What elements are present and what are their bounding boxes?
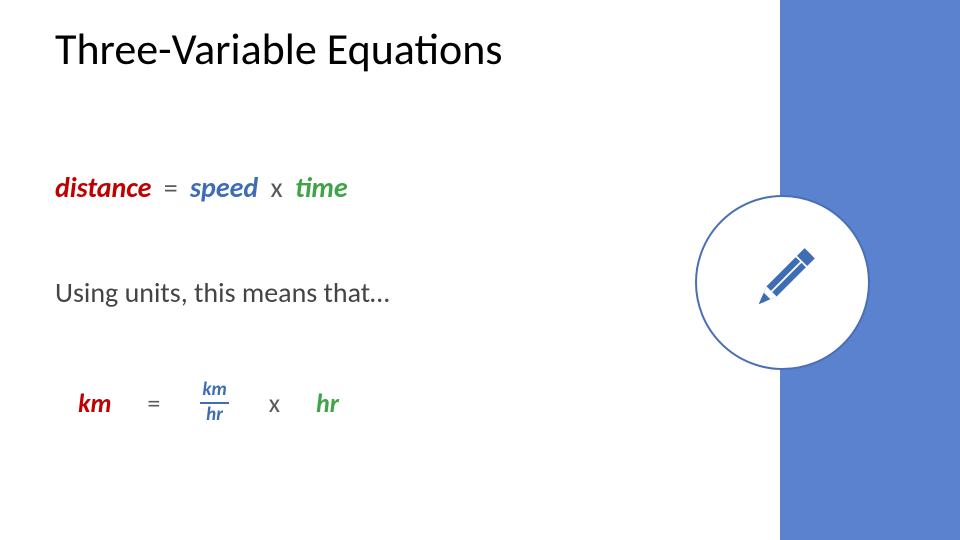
eq-time: time: [295, 170, 348, 205]
eq-equals: =: [164, 170, 178, 205]
unit-hr: hr: [316, 387, 339, 419]
eq-distance: distance: [55, 170, 151, 205]
unit-km: km: [78, 387, 111, 419]
unit-fraction: km hr: [196, 380, 232, 426]
unit-frac-den: hr: [200, 402, 229, 426]
equation-words: distance = speed x time: [55, 170, 348, 205]
pencil-badge: [695, 195, 870, 370]
pencil-icon: [738, 235, 828, 330]
unit-equals: =: [147, 387, 160, 419]
page-title: Three-Variable Equations: [55, 22, 503, 76]
eq-speed: speed: [190, 170, 258, 205]
unit-frac-num: km: [196, 380, 232, 402]
eq-times: x: [270, 170, 282, 205]
equation-units: km = km hr x hr: [78, 380, 339, 426]
unit-times: x: [269, 387, 280, 419]
body-text: Using units, this means that…: [55, 275, 390, 310]
